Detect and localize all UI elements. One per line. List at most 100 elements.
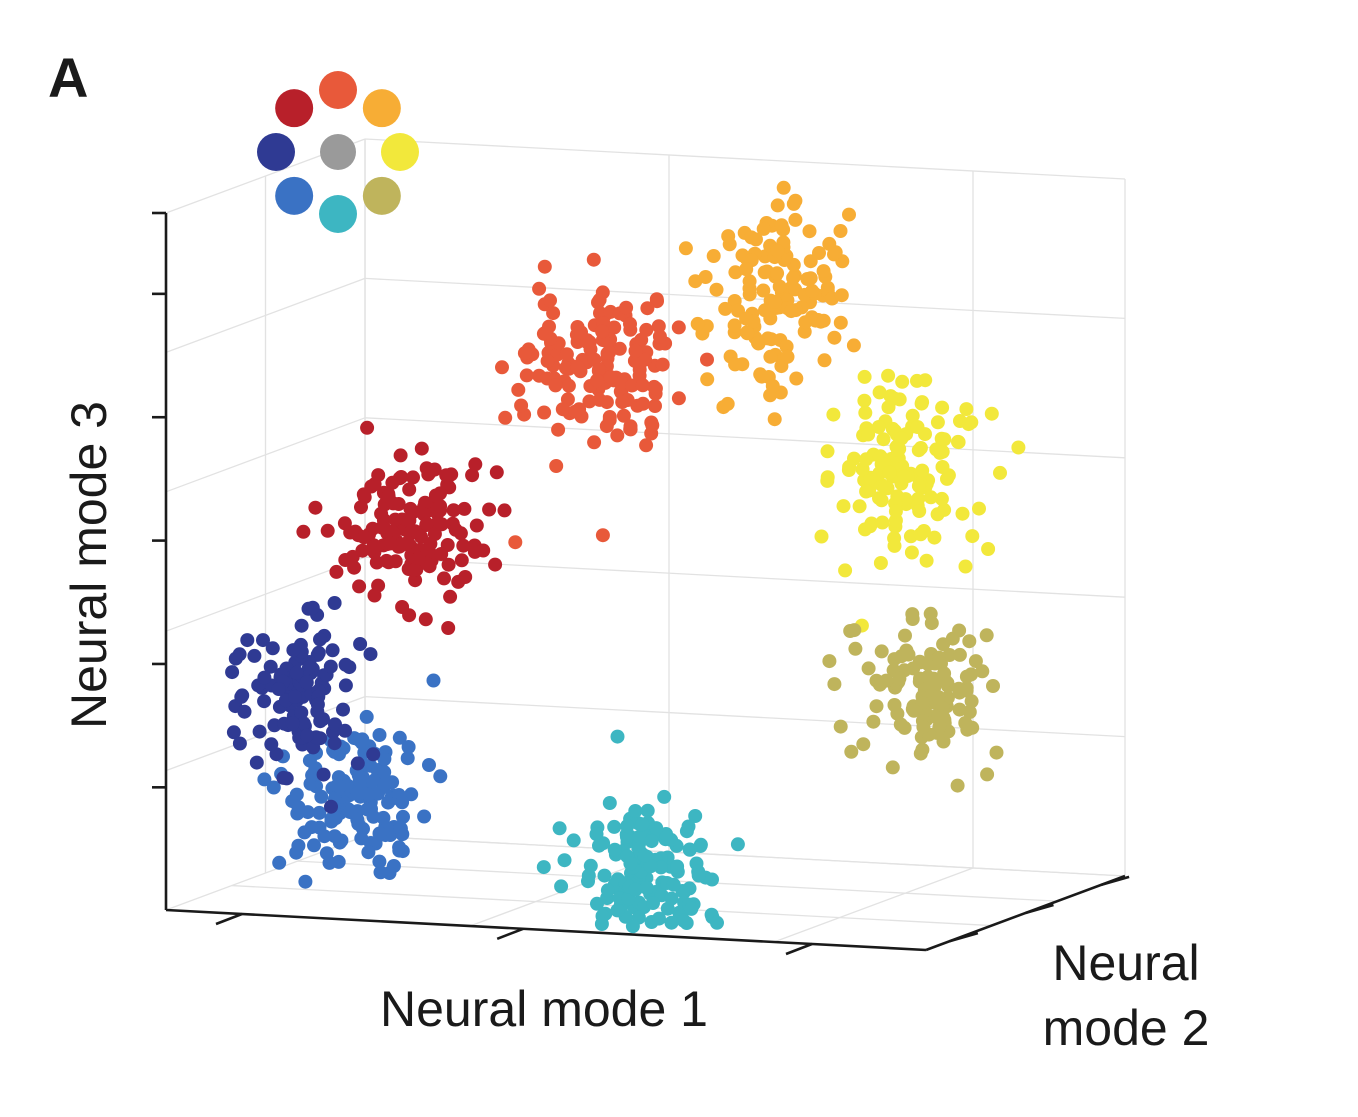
data-point-series-5	[343, 805, 358, 820]
data-point-series-7	[488, 557, 503, 572]
data-point-series-3	[916, 720, 931, 734]
grid-line	[773, 867, 974, 943]
data-point-series-7	[385, 475, 400, 490]
data-point-series-2	[911, 479, 926, 493]
data-point-series-2	[984, 406, 999, 421]
data-point-series-5	[422, 758, 436, 772]
data-point-series-1	[722, 237, 737, 252]
data-point-series-7	[468, 457, 483, 472]
data-point-series-6	[338, 678, 353, 693]
data-point-series-6	[325, 643, 340, 658]
data-point-series-3	[952, 647, 967, 662]
data-point-series-5	[400, 751, 415, 766]
data-point-series-4	[592, 838, 606, 853]
data-point-series-4	[554, 879, 569, 894]
data-point-series-2	[861, 427, 876, 442]
data-point-series-3	[980, 767, 995, 782]
data-point-series-0	[590, 373, 604, 388]
legend-dot	[362, 176, 401, 215]
data-point-series-0	[649, 292, 664, 307]
data-point-series-1	[688, 274, 703, 289]
data-point-series-3	[924, 616, 939, 631]
data-point-series-7	[375, 520, 389, 535]
data-point-series-7	[443, 589, 458, 604]
data-point-series-0	[495, 360, 509, 375]
data-point-series-2	[993, 465, 1007, 480]
data-point-series-3	[938, 673, 953, 688]
data-point-series-7	[386, 525, 401, 540]
y-tick	[949, 931, 979, 943]
data-point-series-2	[882, 465, 897, 480]
data-point-series-1	[789, 371, 804, 386]
data-point-series-0	[671, 391, 686, 406]
data-point-series-3	[856, 737, 871, 752]
data-point-series-7	[337, 516, 352, 531]
data-point-series-2	[897, 469, 912, 484]
data-point-series-6	[323, 659, 338, 674]
data-point-series-5	[381, 795, 396, 810]
data-point-series-0	[546, 306, 561, 321]
data-point-series-3	[885, 760, 900, 775]
data-point-series-4	[635, 817, 650, 832]
data-point-series-4	[536, 860, 551, 875]
data-point-series-4	[623, 856, 638, 871]
data-point-series-6	[225, 665, 240, 680]
x-tick	[785, 942, 813, 956]
data-point-series-5	[327, 829, 342, 844]
data-point-series-4	[620, 830, 634, 844]
data-point-series-7	[454, 553, 469, 568]
data-point-series-6	[228, 651, 243, 666]
data-point-series-3	[847, 623, 862, 638]
data-point-series-4	[646, 896, 660, 910]
data-point-series-2	[959, 402, 974, 417]
data-point-series-7	[320, 523, 335, 538]
data-point-series-1	[756, 221, 771, 236]
data-point-series-4	[652, 911, 666, 926]
data-point-series-5	[289, 845, 304, 860]
data-point-series-4	[583, 858, 598, 873]
data-point-series-7	[427, 527, 442, 541]
grid-line	[364, 835, 1126, 877]
legend-dot	[275, 89, 314, 128]
data-point-series-1	[700, 372, 715, 387]
data-point-series-5	[426, 673, 441, 688]
data-point-series-6	[226, 725, 241, 740]
data-point-series-0	[543, 293, 557, 308]
data-point-series-5	[377, 752, 392, 766]
data-point-series-0	[638, 352, 653, 367]
data-point-series-2	[958, 559, 973, 574]
data-point-series-2	[873, 556, 888, 570]
data-point-series-4	[637, 848, 652, 863]
data-point-series-1	[774, 218, 789, 233]
data-point-series-4	[566, 833, 581, 848]
data-point-series-1	[828, 245, 843, 260]
y-tick	[1025, 903, 1054, 915]
data-point-series-1	[727, 318, 742, 333]
data-point-series-5	[328, 811, 343, 826]
data-point-series-7	[465, 468, 480, 483]
data-point-series-2	[965, 529, 980, 544]
data-point-series-3	[932, 719, 947, 734]
data-point-series-0	[592, 362, 606, 377]
data-point-series-7	[388, 512, 403, 527]
data-point-series-2	[875, 515, 890, 530]
data-point-series-7	[354, 500, 368, 515]
data-point-series-1	[718, 301, 733, 316]
data-point-series-6	[313, 632, 327, 647]
data-point-series-5	[312, 820, 327, 835]
data-point-series-2	[914, 396, 929, 411]
data-point-series-3	[952, 702, 967, 717]
data-point-series-5	[266, 780, 281, 795]
data-point-series-0	[652, 329, 667, 344]
data-point-series-1	[767, 412, 782, 427]
data-point-series-4	[710, 915, 724, 930]
data-point-series-5	[314, 789, 329, 804]
data-point-series-4	[657, 789, 672, 804]
data-point-series-4	[552, 821, 567, 836]
legend-dot	[319, 71, 357, 109]
data-point-series-3	[932, 650, 946, 665]
data-point-series-5	[373, 865, 388, 880]
data-point-series-2	[858, 522, 872, 537]
grid-line	[165, 277, 366, 354]
